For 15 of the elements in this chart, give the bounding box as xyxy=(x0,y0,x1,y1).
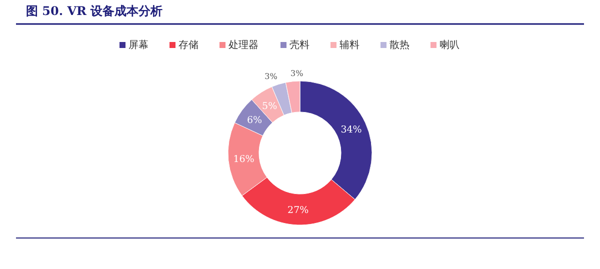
legend-label: 辅料 xyxy=(340,39,360,51)
chart-title: 图 50. VR 设备成本分析 xyxy=(26,4,163,18)
data-label: 3% xyxy=(264,72,278,82)
legend-label: 散热 xyxy=(390,40,410,51)
legend-label: 存储 xyxy=(178,39,198,51)
data-label: 34% xyxy=(340,124,362,136)
data-label: 6% xyxy=(246,114,262,126)
legend-label: 处理器 xyxy=(228,39,258,51)
legend-label: 壳料 xyxy=(290,39,310,51)
legend-label: 屏幕 xyxy=(128,39,148,51)
data-label: 3% xyxy=(290,68,304,78)
data-label: 16% xyxy=(233,154,254,166)
data-label: 5% xyxy=(262,100,278,112)
legend-label: 喇叭 xyxy=(440,39,460,51)
data-label: 27% xyxy=(288,204,309,216)
